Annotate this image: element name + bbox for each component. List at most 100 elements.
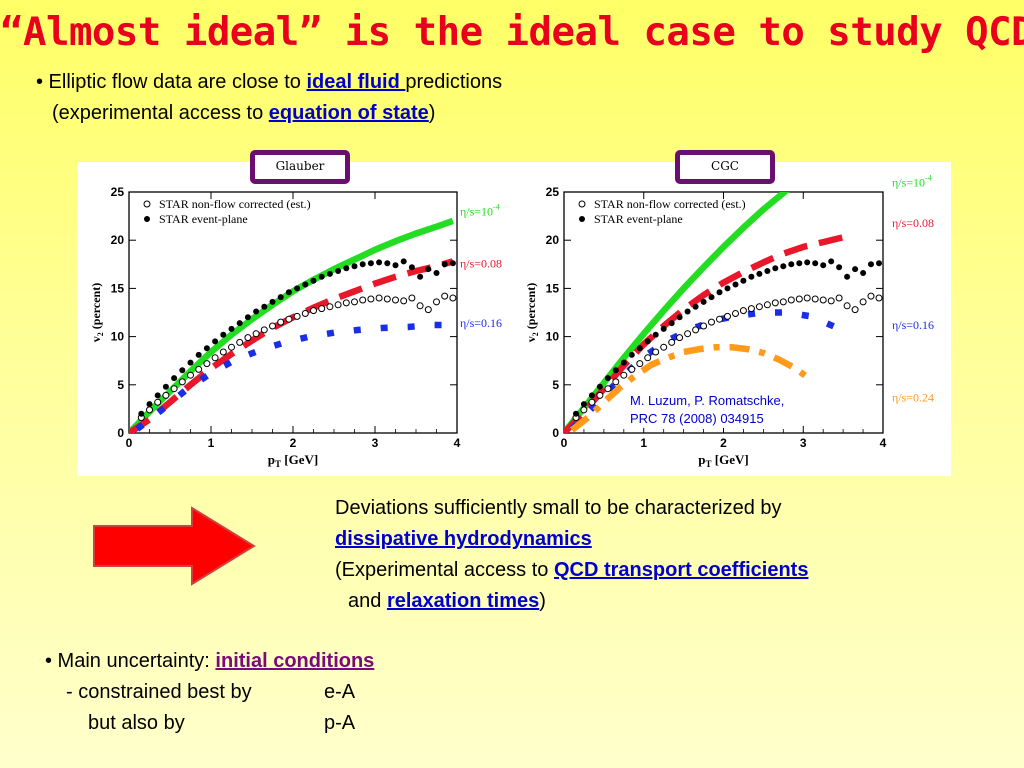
equation-of-state-link[interactable]: equation of state <box>268 102 429 124</box>
y-axis-label: v2 (percent) <box>524 283 540 342</box>
deviations-line4: and relaxation times) <box>348 589 546 614</box>
data-point-eventplane <box>828 258 835 265</box>
curve-label: η/s=0.08 <box>892 216 934 230</box>
data-point-nonflow <box>433 298 440 306</box>
data-point-nonflow <box>652 348 660 356</box>
data-point-eventplane <box>868 261 874 268</box>
data-point-eventplane <box>573 410 579 417</box>
data-point-eventplane <box>732 281 739 288</box>
x-tick-label: 4 <box>454 436 461 450</box>
curve-label: η/s=10-4 <box>460 202 500 218</box>
y-tick-label: 0 <box>552 426 559 440</box>
data-point-eventplane <box>261 303 268 310</box>
data-point-nonflow <box>779 298 787 306</box>
data-point-nonflow <box>867 292 875 300</box>
y-tick-label: 5 <box>552 378 559 392</box>
data-point-eventplane <box>236 320 243 327</box>
data-point-eventplane <box>277 294 284 301</box>
ideal-fluid-link[interactable]: ideal fluid <box>306 71 406 93</box>
relaxation-suffix: ) <box>539 590 546 612</box>
data-point-nonflow <box>851 306 859 314</box>
data-point-eventplane <box>220 331 227 338</box>
data-point-nonflow <box>596 391 604 399</box>
y-tick-label: 25 <box>111 185 125 199</box>
data-point-eventplane <box>780 263 787 270</box>
constrained-line-label: - constrained best by <box>66 681 252 703</box>
data-point-eventplane <box>318 273 325 280</box>
data-point-eventplane <box>285 289 292 296</box>
data-point-nonflow <box>195 365 203 373</box>
data-point-nonflow <box>692 326 700 334</box>
also-by-value: p-A <box>324 712 356 734</box>
curve-label: η/s=10-4 <box>892 173 932 189</box>
initial-conditions-link[interactable]: initial conditions <box>215 650 375 672</box>
data-point-eventplane <box>724 285 731 292</box>
data-point-eventplane <box>162 383 169 390</box>
legend-marker <box>144 216 150 222</box>
data-point-eventplane <box>756 270 763 277</box>
data-point-eventplane <box>253 308 260 315</box>
relaxation-prefix: and <box>348 590 387 612</box>
y-tick-label: 5 <box>117 378 124 392</box>
data-point-eventplane <box>400 258 407 265</box>
data-point-eventplane <box>644 338 651 345</box>
data-point-eventplane <box>376 259 383 266</box>
right-arrow-icon <box>93 506 256 586</box>
data-point-nonflow <box>724 312 731 320</box>
data-point-nonflow <box>277 318 285 326</box>
legend-marker <box>578 200 586 208</box>
data-point-eventplane <box>772 265 779 272</box>
data-point-nonflow <box>318 305 326 313</box>
dissipative-hydrodynamics-link[interactable]: dissipative hydrodynamics <box>335 528 592 550</box>
curve-s008 <box>564 234 844 433</box>
curve-label: η/s=0.16 <box>460 316 502 330</box>
data-point-nonflow <box>636 360 644 368</box>
legend-label: STAR non-flow corrected (est.) <box>594 197 746 211</box>
deviations-line1: Deviations sufficiently small to be char… <box>335 497 782 519</box>
data-point-nonflow <box>146 406 153 414</box>
legend-label: STAR event-plane <box>594 212 683 226</box>
chart-panel-glauber: 0 1 2 3 4 0 5 10 15 20 25 pT [GeV] v2 (percent) STAR … <box>89 185 502 469</box>
data-point-eventplane <box>449 260 456 267</box>
data-point-eventplane <box>628 351 635 358</box>
data-point-eventplane <box>408 264 415 271</box>
data-point-eventplane <box>269 298 276 305</box>
equation-of-state-line: (experimental access to equation of stat… <box>52 101 435 126</box>
data-point-nonflow <box>441 292 449 300</box>
x-tick-label: 4 <box>880 436 887 450</box>
data-point-nonflow <box>187 371 194 379</box>
data-point-nonflow <box>835 294 843 302</box>
relaxation-times-link[interactable]: relaxation times <box>386 590 540 612</box>
qcd-transport-coefficients-link[interactable]: QCD transport coefficients <box>553 559 809 581</box>
x-tick-label: 3 <box>372 436 379 450</box>
data-point-nonflow <box>211 354 219 362</box>
data-point-eventplane <box>764 268 771 274</box>
x-tick-label: 3 <box>800 436 807 450</box>
y-axis-label: v2 (percent) <box>89 283 105 342</box>
glauber-tag: Glauber <box>250 150 350 184</box>
data-point-nonflow <box>795 295 803 303</box>
x-tick-label: 1 <box>640 436 647 450</box>
legend-marker <box>143 200 151 208</box>
data-point-nonflow <box>203 360 211 368</box>
data-point-nonflow <box>351 298 358 306</box>
data-point-nonflow <box>859 298 867 306</box>
plot-area <box>564 192 883 433</box>
data-point-eventplane <box>700 298 707 305</box>
bullet-main-uncertainty: • Main uncertainty: initial conditions <box>45 649 374 674</box>
data-point-nonflow <box>260 326 268 334</box>
data-point-nonflow <box>755 303 763 311</box>
y-tick-label: 10 <box>111 330 125 344</box>
y-tick-label: 0 <box>117 426 124 440</box>
data-point-nonflow <box>342 299 350 307</box>
data-point-eventplane <box>740 277 747 284</box>
data-point-eventplane <box>596 383 603 390</box>
data-point-nonflow <box>310 307 317 315</box>
data-point-nonflow <box>244 334 252 342</box>
x-axis-label: pT [GeV] <box>698 452 748 469</box>
citation: M. Luzum, P. Romatschke, PRC 78 (2008) 0… <box>630 392 785 428</box>
curve-label: η/s=0.16 <box>892 318 934 332</box>
data-point-eventplane <box>620 359 627 366</box>
data-point-eventplane <box>212 338 219 345</box>
x-tick-label: 1 <box>208 436 215 450</box>
